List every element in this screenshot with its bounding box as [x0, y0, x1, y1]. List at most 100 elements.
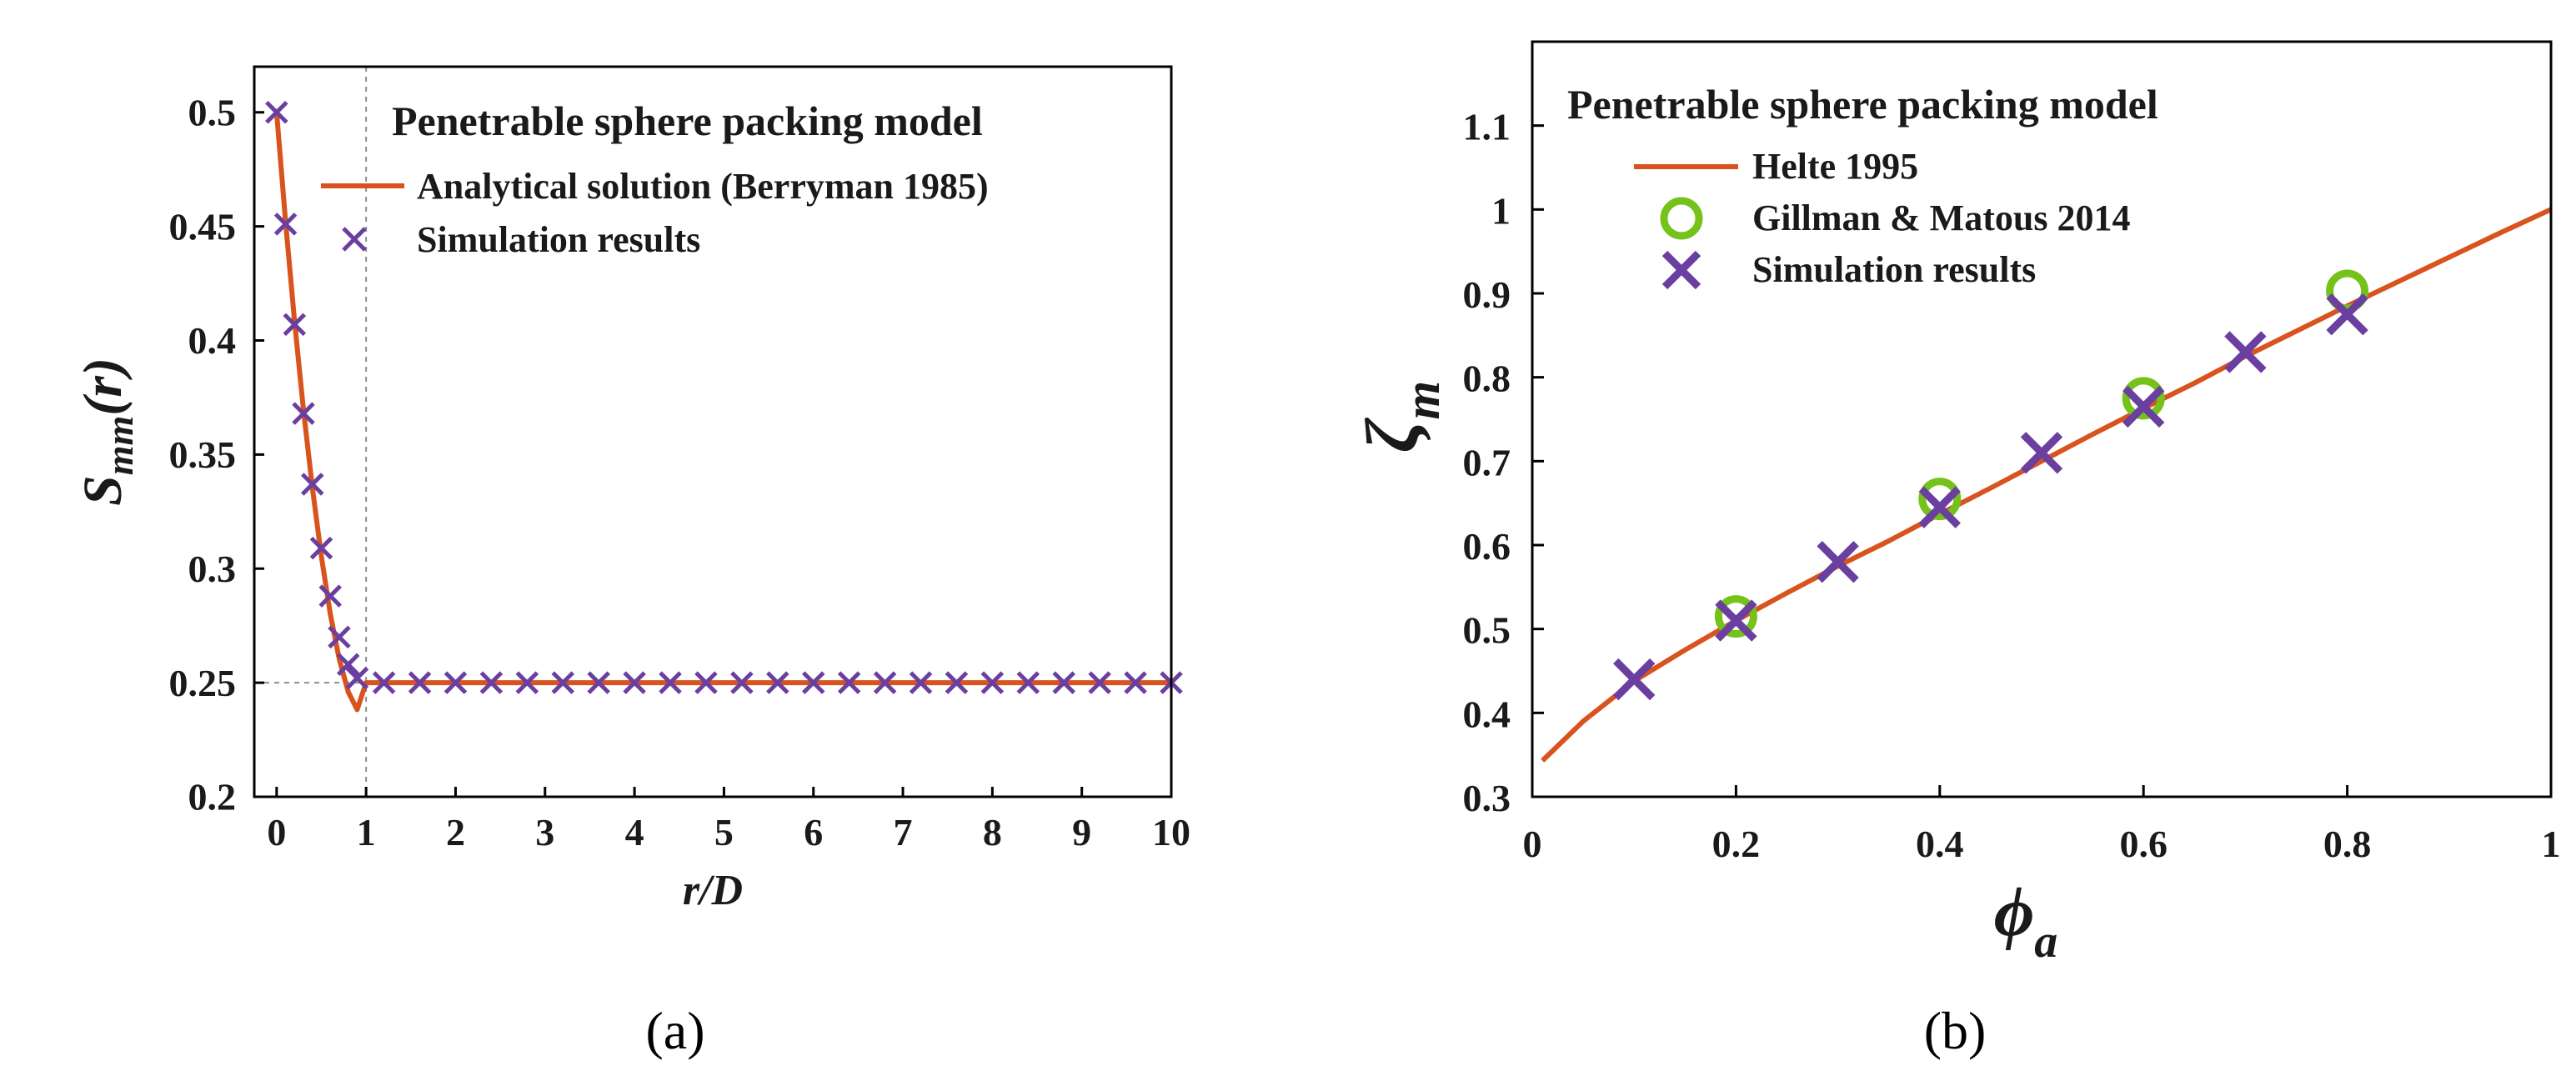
x-marker-point: [1016, 671, 1040, 694]
x-marker-point: [909, 671, 933, 694]
chart-b-legend-title: Penetrable sphere packing model: [1567, 81, 2158, 128]
x-marker-point: [273, 213, 298, 236]
x-marker-point: [551, 671, 575, 694]
y-title-base: S: [73, 475, 133, 506]
x-marker-point: [515, 671, 539, 694]
y-tick-label: 0.6: [1463, 525, 1511, 568]
x-tick-label: 5: [714, 811, 734, 853]
x-marker-point: [873, 671, 897, 694]
x-marker-point: [837, 671, 861, 694]
x-tick-label: 1: [2542, 823, 2561, 865]
y-tick-label: 0.7: [1463, 441, 1511, 483]
x-tick-label: 1: [357, 811, 376, 853]
y-tick-label: 0.8: [1463, 358, 1511, 400]
legend-x-marker-swatch: [342, 227, 367, 252]
x-marker-point: [318, 584, 342, 608]
chart-b-legend-entry-gillman: Gillman & Matous 2014: [1752, 198, 2130, 238]
panel-label-a: (a): [645, 1001, 704, 1060]
x-marker-point: [309, 536, 333, 560]
x-marker-point: [2122, 385, 2165, 428]
x-marker-point: [587, 671, 610, 694]
x-tick-label: 0.2: [1712, 823, 1761, 865]
chart-b: 0 0.2 0.4 0.6 0.8 10.30.40.50.60.70.80.911.1 …: [1351, 40, 2561, 1060]
chart-a-legend-entry-analytical: Analytical solution (Berryman 1985): [417, 166, 989, 207]
x-marker-point: [945, 671, 969, 694]
x-marker-point: [1918, 486, 1961, 528]
x-marker-point: [283, 313, 307, 337]
x-marker-point: [479, 671, 504, 694]
chart-b-frame: [1531, 40, 2553, 798]
y-tick-label: 0.3: [1463, 777, 1511, 819]
chart-a-legend-title: Penetrable sphere packing model: [392, 98, 983, 144]
y-title-sub: mm: [98, 416, 141, 476]
x-marker-point: [2224, 331, 2267, 373]
x-marker-point: [2326, 293, 2368, 336]
x-marker-point: [623, 671, 646, 694]
x-marker-point: [1052, 671, 1075, 694]
y-tick-label: 0.4: [188, 319, 237, 362]
y-tick-label: 0.3: [188, 548, 237, 590]
x-tick-label: 10: [1152, 811, 1190, 853]
chart-a: 0 1 2 3 4 5 6 7 8 9 10 0.2 0.25 0.3 0.35 0.4 0.45 0.5 r/D…: [73, 65, 1190, 1060]
chart-b-legend: Penetrable sphere packing model Helte 19…: [1567, 81, 2158, 290]
legend-x-marker: [1661, 250, 1701, 290]
x-tick-label: 0.6: [2119, 823, 2168, 865]
x-marker-point: [444, 671, 468, 694]
circle-marker-point: [1714, 595, 1757, 638]
x-marker-point: [659, 671, 682, 694]
x-marker-point: [980, 671, 1005, 694]
chart-b-legend-entry-helte: Helte 1995: [1752, 146, 1918, 187]
x-marker-point: [801, 671, 825, 694]
legend-circle-marker-swatch: [1660, 197, 1703, 240]
x-marker-point: [1088, 671, 1111, 694]
x-tick-label: 8: [983, 811, 1002, 853]
x-marker-point: [292, 402, 315, 425]
chart-a-y-axis-title: Smm(r): [73, 358, 141, 506]
x-marker-point: [1613, 658, 1656, 701]
x-tick-label: 3: [535, 811, 554, 853]
y-tick-label: 0.9: [1463, 273, 1511, 316]
x-marker-point: [345, 666, 369, 690]
x-tick-label: 0: [1523, 823, 1542, 865]
x-title-base: ϕ: [1994, 873, 2035, 951]
circle-marker-point: [2122, 377, 2165, 420]
x-marker-point: [265, 100, 288, 124]
y-title-sub: m: [1395, 381, 1450, 420]
chart-a-legend: Penetrable sphere packing model Analytic…: [321, 98, 989, 260]
circle-marker-point: [1918, 478, 1962, 521]
x-marker-point: [1124, 671, 1147, 694]
x-marker-point: [372, 671, 396, 694]
x-marker-point: [1817, 540, 1859, 583]
chart-b-x-axis-title: ϕa: [1994, 873, 2058, 968]
chart-a-legend-entry-simulation: Simulation results: [417, 219, 700, 260]
y-tick-label: 0.5: [188, 91, 237, 133]
y-tick-label: 0.25: [169, 662, 237, 704]
y-tick-label: 0.5: [1463, 609, 1511, 652]
series-line: [1541, 207, 2553, 763]
x-tick-label: 0: [267, 811, 286, 853]
x-marker-point: [336, 653, 360, 676]
x-marker-point: [2020, 432, 2063, 474]
x-marker-point: [766, 671, 789, 694]
chart-b-legend-entry-simulation: Simulation results: [1752, 249, 2036, 290]
x-marker-point: [300, 473, 324, 496]
y-tick-label: 0.35: [169, 433, 237, 476]
y-title-base: ζ: [1351, 417, 1434, 453]
x-title-sub: a: [2034, 916, 2057, 968]
chart-a-x-axis-title: r/D: [683, 867, 743, 914]
x-marker-point: [408, 671, 432, 694]
x-tick-label: 0.4: [1916, 823, 1964, 865]
x-tick-label: 6: [804, 811, 823, 853]
y-tick-label: 1.1: [1463, 106, 1511, 148]
x-marker-point: [1715, 599, 1757, 642]
x-tick-label: 2: [446, 811, 465, 853]
x-marker-point: [694, 671, 718, 694]
x-marker-point: [328, 625, 351, 649]
y-tick-label: 0.4: [1463, 693, 1511, 735]
x-tick-label: 9: [1072, 811, 1091, 853]
x-tick-label: 0.8: [2323, 823, 2372, 865]
x-marker-point: [730, 671, 754, 694]
y-title-suffix: (r): [73, 358, 133, 416]
legend-x-marker: [342, 227, 367, 252]
